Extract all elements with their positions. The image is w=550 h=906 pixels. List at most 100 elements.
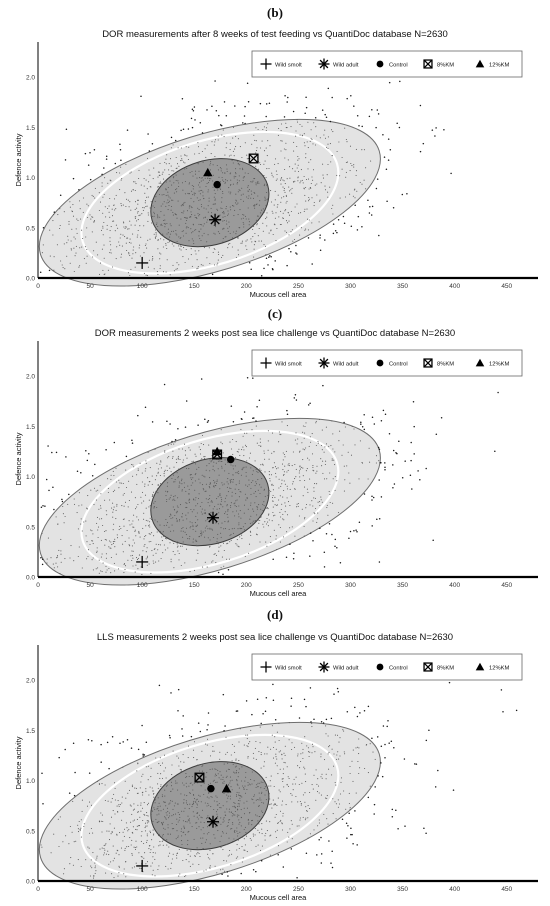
legend-label: Wild smolt [275,361,302,367]
x-tick-label: 250 [293,582,304,589]
x-tick-label: 150 [189,283,200,290]
legend-label: 8%KM [437,62,454,68]
group-marker-wild-smolt [136,859,149,872]
x-tick-label: 300 [345,886,356,893]
x-tick-label: 250 [293,283,304,290]
chart-title-c: DOR measurements 2 weeks post sea lice c… [94,328,456,339]
legend-marker-plus [260,661,272,673]
y-axis-label: Defence activity [14,133,23,186]
y-tick-label: 1.5 [26,125,35,132]
legend-marker-triangle [475,662,485,671]
x-tick-label: 350 [397,886,408,893]
y-tick-label: 0.0 [26,276,35,283]
x-tick-label: 50 [86,886,94,893]
legend-label: Wild adult [333,62,359,68]
y-tick-label: 2.0 [26,75,35,82]
legend-box [251,653,523,681]
legend-marker-circle [376,359,384,367]
group-marker-control [207,784,215,793]
x-tick-label: 450 [501,886,512,893]
x-tick-label: 450 [501,582,512,589]
x-tick-label: 50 [86,582,94,589]
x-tick-label: 400 [449,283,460,290]
x-tick-label: 150 [189,582,200,589]
x-tick-label: 300 [345,582,356,589]
group-marker-12-km [212,446,222,456]
legend-label: 8%KM [437,665,454,671]
x-tick-label: 350 [397,283,408,290]
legend-marker-triangle [475,358,485,367]
y-tick-label: 2.0 [26,678,35,685]
legend-marker-boxed-x [423,59,433,69]
scatter-plot-d: 0 50 100 150 200 250 300 350 400 450 0.0 0.5 1.0 1.5 2… [14,645,538,902]
x-tick-label: 0 [36,582,40,589]
legend-label: Control [389,361,408,367]
group-marker-control [226,455,235,464]
group-marker-wild-smolt [136,555,149,568]
database-points [40,659,518,879]
x-tick-label: 250 [293,886,304,893]
x-axis-label: Mucous cell area [250,589,308,598]
inner-reference-ellipse [150,457,270,547]
y-tick-label: 2.0 [26,374,35,381]
x-tick-label: 300 [345,283,356,290]
y-tick-label: 0.5 [26,225,35,232]
legend-label: Control [389,62,408,68]
legend: Wild smolt Wild adult Control 8%KM 12%KM [251,50,523,78]
legend-label: 12%KM [489,62,509,68]
legend-marker-circle [376,60,384,68]
legend-label: Wild adult [333,665,359,671]
x-tick-label: 400 [449,582,460,589]
legend: Wild smolt Wild adult Control 8%KM 12%KM [251,349,523,377]
x-axis-label: Mucous cell area [250,290,308,299]
x-tick-label: 0 [36,283,40,290]
legend-marker-plus [260,58,272,70]
legend-marker-boxed-x [423,662,433,672]
y-axis-label: Defence activity [14,432,23,485]
group-marker-wild-adult [209,213,222,226]
legend-marker-asterisk [318,661,330,673]
panel-label-d: (d) [267,607,283,622]
x-tick-label: 450 [501,283,512,290]
x-tick-label: 50 [86,283,94,290]
legend-label: Control [389,665,408,671]
legend-marker-asterisk [318,58,330,70]
group-marker-wild-smolt [136,256,149,269]
group-marker-control [213,180,221,189]
scatter-plot-b: 0 50 100 150 200 250 300 350 400 450 0.0 0.5 1.0 1.5 2… [14,42,538,299]
middle-reference-ring [80,429,340,574]
middle-reference-ring [80,130,340,275]
group-marker-12-km [203,167,213,177]
x-tick-label: 200 [241,886,252,893]
database-points [40,368,499,576]
y-tick-label: 1.0 [26,474,35,481]
y-tick-label: 0.0 [26,575,35,582]
x-tick-label: 100 [137,582,148,589]
legend-label: Wild smolt [275,62,302,68]
x-tick-label: 400 [449,886,460,893]
panel-label-b: (b) [267,5,283,20]
group-marker-8-km [194,772,205,783]
legend-box [251,50,523,78]
legend-marker-asterisk [318,357,330,369]
legend-box [251,349,523,377]
y-axis-label: Defence activity [14,736,23,789]
x-tick-label: 100 [137,283,148,290]
middle-reference-ring [80,733,340,878]
legend-marker-triangle [475,59,485,68]
x-tick-label: 200 [241,283,252,290]
legend-label: Wild adult [333,361,359,367]
y-tick-label: 1.0 [26,175,35,182]
x-tick-label: 350 [397,582,408,589]
panel-label-c: (c) [267,306,283,321]
x-tick-label: 200 [241,582,252,589]
group-marker-8-km [248,153,259,164]
legend-marker-circle [376,663,384,671]
y-tick-label: 0.0 [26,879,35,886]
x-axis-label: Mucous cell area [250,893,308,902]
x-tick-label: 100 [137,886,148,893]
group-marker-wild-adult [207,815,219,828]
y-tick-label: 1.5 [26,728,35,735]
y-tick-label: 0.5 [26,828,35,835]
y-tick-label: 1.0 [26,778,35,785]
